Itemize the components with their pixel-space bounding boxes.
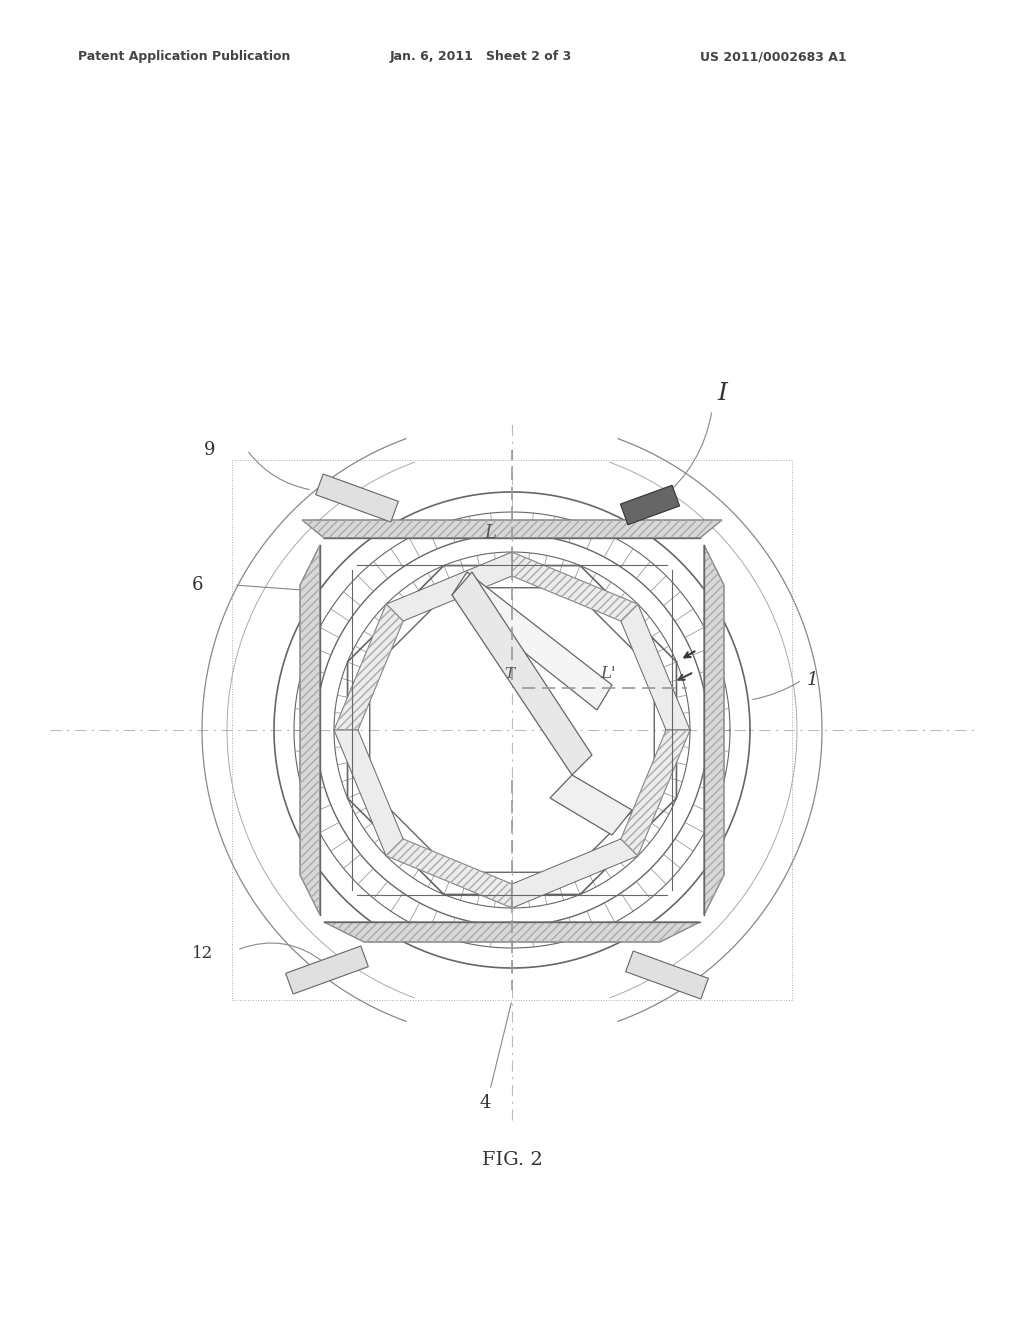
Text: L': L' [600, 665, 615, 682]
Polygon shape [621, 605, 690, 730]
Polygon shape [302, 520, 722, 539]
Polygon shape [386, 840, 512, 908]
Polygon shape [512, 552, 638, 622]
Polygon shape [626, 950, 709, 999]
Polygon shape [286, 946, 369, 994]
Polygon shape [550, 775, 632, 836]
Polygon shape [300, 545, 319, 915]
Polygon shape [705, 545, 724, 915]
Text: 4: 4 [480, 1094, 492, 1111]
Text: US 2011/0002683 A1: US 2011/0002683 A1 [700, 50, 847, 63]
Text: 1: 1 [807, 671, 818, 689]
Polygon shape [452, 572, 592, 775]
Text: 9: 9 [204, 441, 215, 459]
Text: Jan. 6, 2011   Sheet 2 of 3: Jan. 6, 2011 Sheet 2 of 3 [390, 50, 572, 63]
Text: L: L [484, 524, 496, 543]
Polygon shape [334, 605, 403, 730]
Text: FIG. 2: FIG. 2 [481, 1151, 543, 1170]
Text: T: T [504, 667, 514, 681]
Polygon shape [334, 730, 403, 855]
Text: 12: 12 [193, 945, 213, 962]
Bar [232, 459, 792, 1001]
Polygon shape [386, 552, 512, 622]
Text: Patent Application Publication: Patent Application Publication [78, 50, 291, 63]
Polygon shape [452, 572, 612, 710]
Polygon shape [315, 474, 398, 521]
Polygon shape [621, 486, 680, 525]
Polygon shape [621, 730, 690, 855]
Polygon shape [324, 921, 700, 942]
Polygon shape [512, 840, 638, 908]
Text: I: I [717, 381, 727, 405]
Text: 6: 6 [193, 576, 204, 594]
